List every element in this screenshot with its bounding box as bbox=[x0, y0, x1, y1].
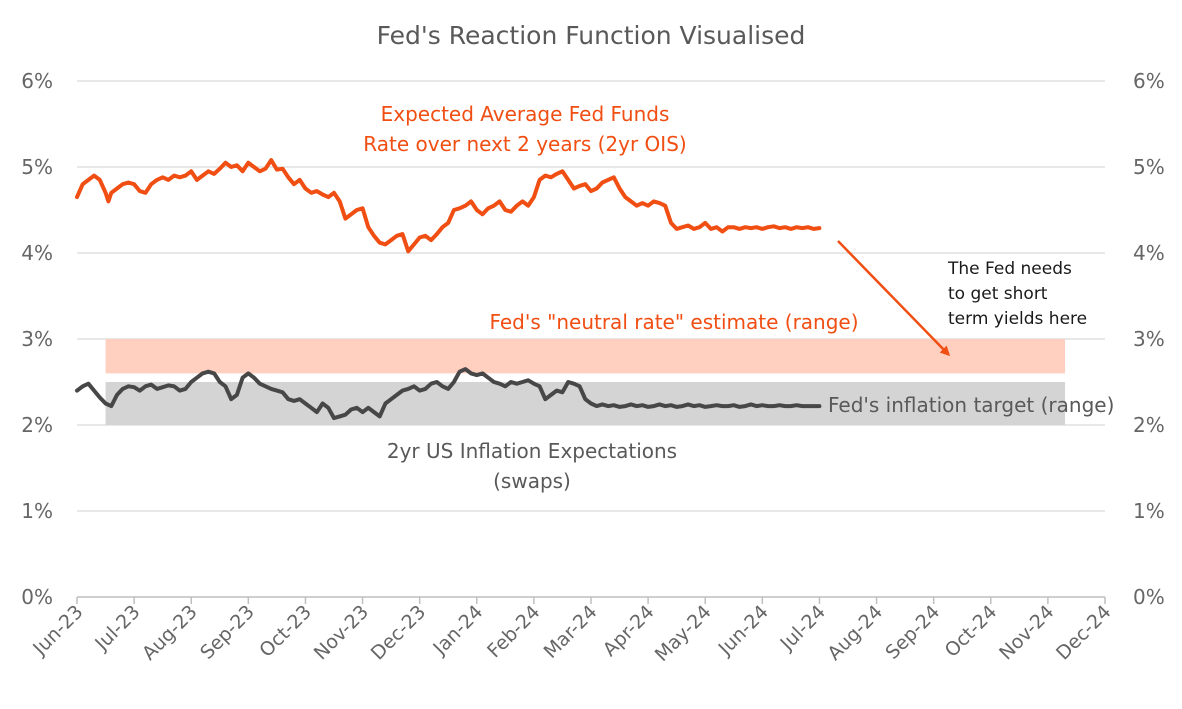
band-layer bbox=[105, 339, 1066, 425]
x-axis: Jun-23 Jul-23Aug-23Sep-23Oct-23Nov-23Dec-… bbox=[28, 601, 1115, 666]
y-tick-left-2: 2% bbox=[21, 413, 53, 437]
x-tick-0: Jun-23 bbox=[28, 601, 87, 660]
chart-title: Fed's Reaction Function Visualised bbox=[377, 21, 806, 50]
y-tick-left-6: 6% bbox=[21, 69, 53, 93]
axis-layer bbox=[76, 596, 1106, 604]
x-tick-15: Sep-24 bbox=[881, 601, 944, 664]
neutral-rate-label: Fed's "neutral rate" estimate (range) bbox=[489, 310, 858, 334]
x-tick-9: Mar-24 bbox=[540, 601, 602, 663]
y-tick-right-4: 4% bbox=[1133, 241, 1165, 265]
ois-label-line2: Rate over next 2 years (2yr OIS) bbox=[363, 132, 686, 156]
x-tick-16: Oct-24 bbox=[941, 601, 1002, 662]
x-tick-12: Jun-24 bbox=[714, 601, 773, 660]
x-tick-17: Nov-24 bbox=[995, 601, 1058, 664]
y-tick-right-3: 3% bbox=[1133, 327, 1165, 351]
fed-note-line2: to get short bbox=[948, 284, 1048, 304]
x-tick-1: Jul-23 bbox=[90, 601, 144, 655]
y-tick-right-2: 2% bbox=[1133, 413, 1165, 437]
series-layer bbox=[75, 158, 822, 421]
x-tick-13: Jul-24 bbox=[776, 601, 830, 655]
y-tick-left-4: 4% bbox=[21, 241, 53, 265]
x-tick-4: Oct-23 bbox=[255, 601, 316, 662]
y-tick-left-5: 5% bbox=[21, 155, 53, 179]
y-axis-right: 0% 1% 2% 3% 4% 5% 6% bbox=[1133, 69, 1165, 609]
x-tick-2: Aug-23 bbox=[138, 601, 202, 665]
inflation-target-label: Fed's inflation target (range) bbox=[828, 393, 1114, 417]
y-tick-left-0: 0% bbox=[21, 585, 53, 609]
neutral-rate-band bbox=[105, 339, 1066, 374]
y-tick-right-0: 0% bbox=[1133, 585, 1165, 609]
series-ois-line bbox=[75, 158, 822, 254]
x-tick-11: May-24 bbox=[651, 601, 716, 666]
fed-note-line1: The Fed needs bbox=[947, 259, 1072, 279]
y-tick-right-1: 1% bbox=[1133, 499, 1165, 523]
x-tick-6: Dec-23 bbox=[367, 601, 431, 665]
inflation-expectations-label-line1: 2yr US Inflation Expectations bbox=[387, 439, 677, 463]
x-tick-8: Feb-24 bbox=[483, 601, 544, 662]
x-tick-3: Sep-23 bbox=[196, 601, 259, 664]
series-inflation-line bbox=[75, 367, 822, 421]
x-tick-5: Nov-23 bbox=[310, 601, 373, 664]
y-tick-left-3: 3% bbox=[21, 327, 53, 351]
y-tick-right-5: 5% bbox=[1133, 155, 1165, 179]
ois-label-line1: Expected Average Fed Funds bbox=[381, 102, 670, 126]
fed-note-arrow bbox=[837, 240, 951, 357]
inflation-expectations-label-line2: (swaps) bbox=[493, 469, 571, 493]
inflation-target-band bbox=[105, 382, 1066, 425]
x-tick-7: Jan-24 bbox=[428, 601, 487, 660]
x-tick-10: Apr-24 bbox=[599, 601, 659, 661]
x-tick-14: Aug-24 bbox=[823, 601, 887, 665]
y-axis-left: 0% 1% 2% 3% 4% 5% 6% bbox=[21, 69, 53, 609]
y-tick-left-1: 1% bbox=[21, 499, 53, 523]
x-tick-18: Dec-24 bbox=[1052, 601, 1116, 665]
fed-note-line3: term yields here bbox=[948, 309, 1087, 329]
y-tick-right-6: 6% bbox=[1133, 69, 1165, 93]
